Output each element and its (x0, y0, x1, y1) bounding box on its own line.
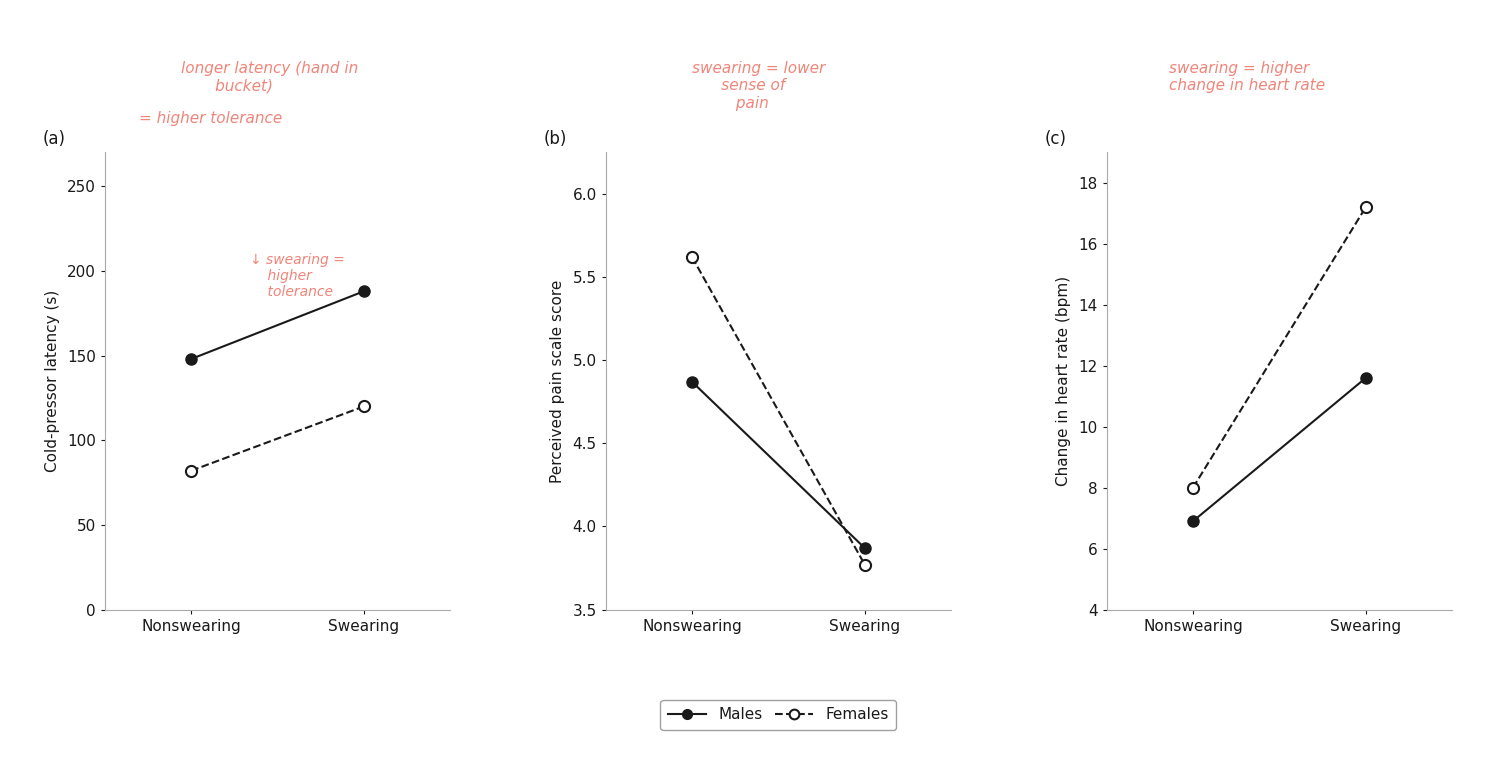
Y-axis label: Change in heart rate (bpm): Change in heart rate (bpm) (1057, 276, 1072, 486)
Text: (c): (c) (1045, 130, 1066, 148)
Text: = higher tolerance: = higher tolerance (139, 111, 283, 126)
Text: swearing = higher
change in heart rate: swearing = higher change in heart rate (1169, 61, 1325, 94)
Text: swearing = lower
      sense of
         pain: swearing = lower sense of pain (692, 61, 825, 110)
Text: longer latency (hand in
       bucket): longer latency (hand in bucket) (181, 61, 358, 94)
Text: (a): (a) (42, 130, 66, 148)
Text: (b): (b) (543, 130, 567, 148)
Legend: Males, Females: Males, Females (660, 700, 897, 730)
Y-axis label: Perceived pain scale score: Perceived pain scale score (551, 280, 566, 482)
Text: ↓ swearing =
    higher
    tolerance: ↓ swearing = higher tolerance (250, 253, 344, 299)
Y-axis label: Cold-pressor latency (s): Cold-pressor latency (s) (45, 290, 60, 472)
